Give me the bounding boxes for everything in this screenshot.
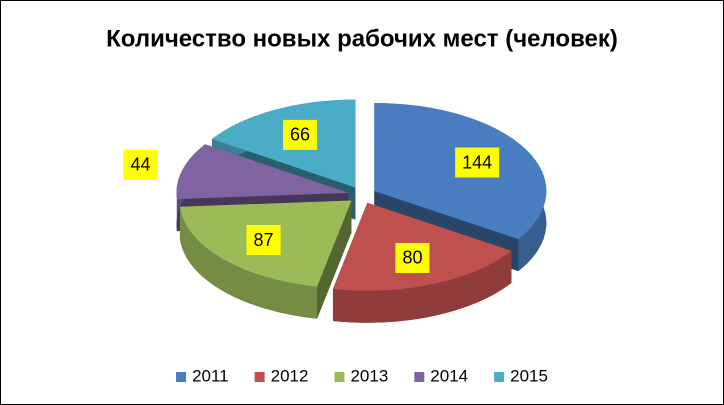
legend-label: 2012 [271, 366, 309, 385]
legend-swatch [334, 372, 345, 382]
data-label-box [395, 242, 430, 273]
slice-outer-wall [179, 206, 318, 319]
legend-label: 2013 [350, 366, 388, 385]
data-label: 44 [131, 155, 151, 175]
data-label-box [283, 119, 318, 150]
legend-label: 2015 [510, 366, 548, 385]
data-label-box [455, 147, 500, 178]
legend: 2011 2012 2013 2014 2015 [176, 366, 548, 385]
slice [176, 144, 349, 200]
legend-swatch [414, 372, 425, 382]
legend-swatch [494, 372, 505, 382]
legend-label: 2011 [192, 366, 229, 385]
slice-outer-wall [332, 250, 512, 323]
data-label: 66 [290, 125, 310, 145]
data-label: 87 [254, 230, 274, 250]
legend-label: 2014 [430, 366, 468, 385]
data-label-box [123, 149, 158, 180]
data-label: 144 [462, 152, 492, 172]
chart-title: Количество новых рабочих мест (человек) [106, 25, 618, 52]
data-label: 80 [402, 248, 422, 268]
data-label-box [246, 225, 281, 256]
legend-swatch [176, 372, 187, 382]
legend-swatch [254, 372, 265, 382]
